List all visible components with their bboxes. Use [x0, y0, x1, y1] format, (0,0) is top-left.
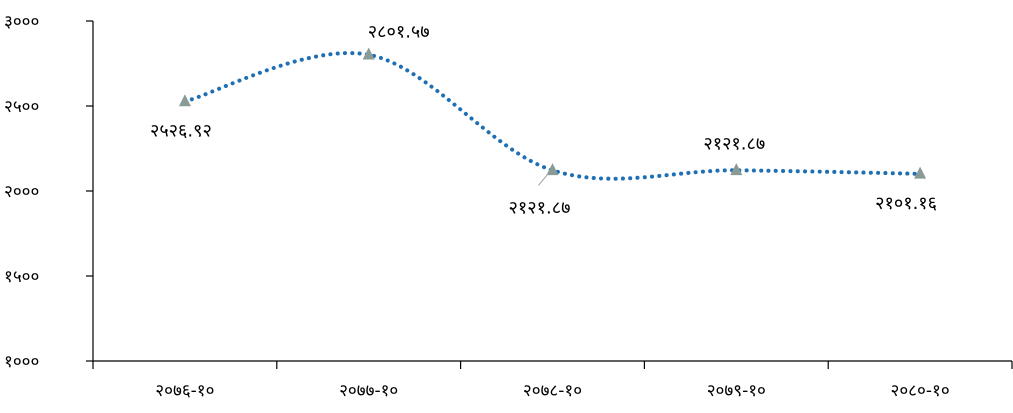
data-label: २८०१.५७ — [368, 22, 430, 43]
y-tick-label: ३००० — [4, 12, 39, 32]
x-tick-label: २०७८-१० — [523, 381, 582, 401]
x-tick-label: २०७७-१० — [339, 381, 398, 401]
data-point-marker — [914, 166, 927, 179]
x-tick-label: २०७९-१० — [707, 381, 766, 401]
data-label: २१२१.८७ — [509, 197, 571, 218]
axes — [92, 21, 1012, 362]
y-tick-label: २५०० — [4, 97, 39, 117]
y-tick-label: १५०० — [4, 267, 39, 287]
data-label: २१०१.१६ — [875, 193, 937, 214]
data-point-marker — [546, 163, 559, 176]
x-axis-ticks: २०७६-१० २०७७-१० २०७८-१० २०७९-१० २०८०-१० — [92, 361, 1013, 401]
series-line — [182, 51, 923, 181]
label-leader-line — [538, 172, 549, 186]
x-tick-label: २०७६-१० — [155, 381, 214, 401]
y-tick-label: १००० — [4, 352, 39, 372]
y-tick-label: २००० — [4, 182, 39, 202]
y-axis-ticks: १००० १५०० २००० २५०० ३००० — [4, 12, 93, 372]
data-point-marker — [178, 94, 191, 107]
data-point-marker — [730, 163, 743, 176]
data-point-marker — [362, 47, 375, 60]
data-labels: २५२६.९२ २८०१.५७ २१२१.८७ २१२१.८७ २१०१.१६ — [150, 22, 937, 219]
x-tick-label: २०८०-१० — [891, 381, 950, 401]
data-label: २५२६.९२ — [150, 120, 212, 141]
series-group — [178, 47, 927, 181]
data-label: २१२१.८७ — [703, 133, 765, 154]
